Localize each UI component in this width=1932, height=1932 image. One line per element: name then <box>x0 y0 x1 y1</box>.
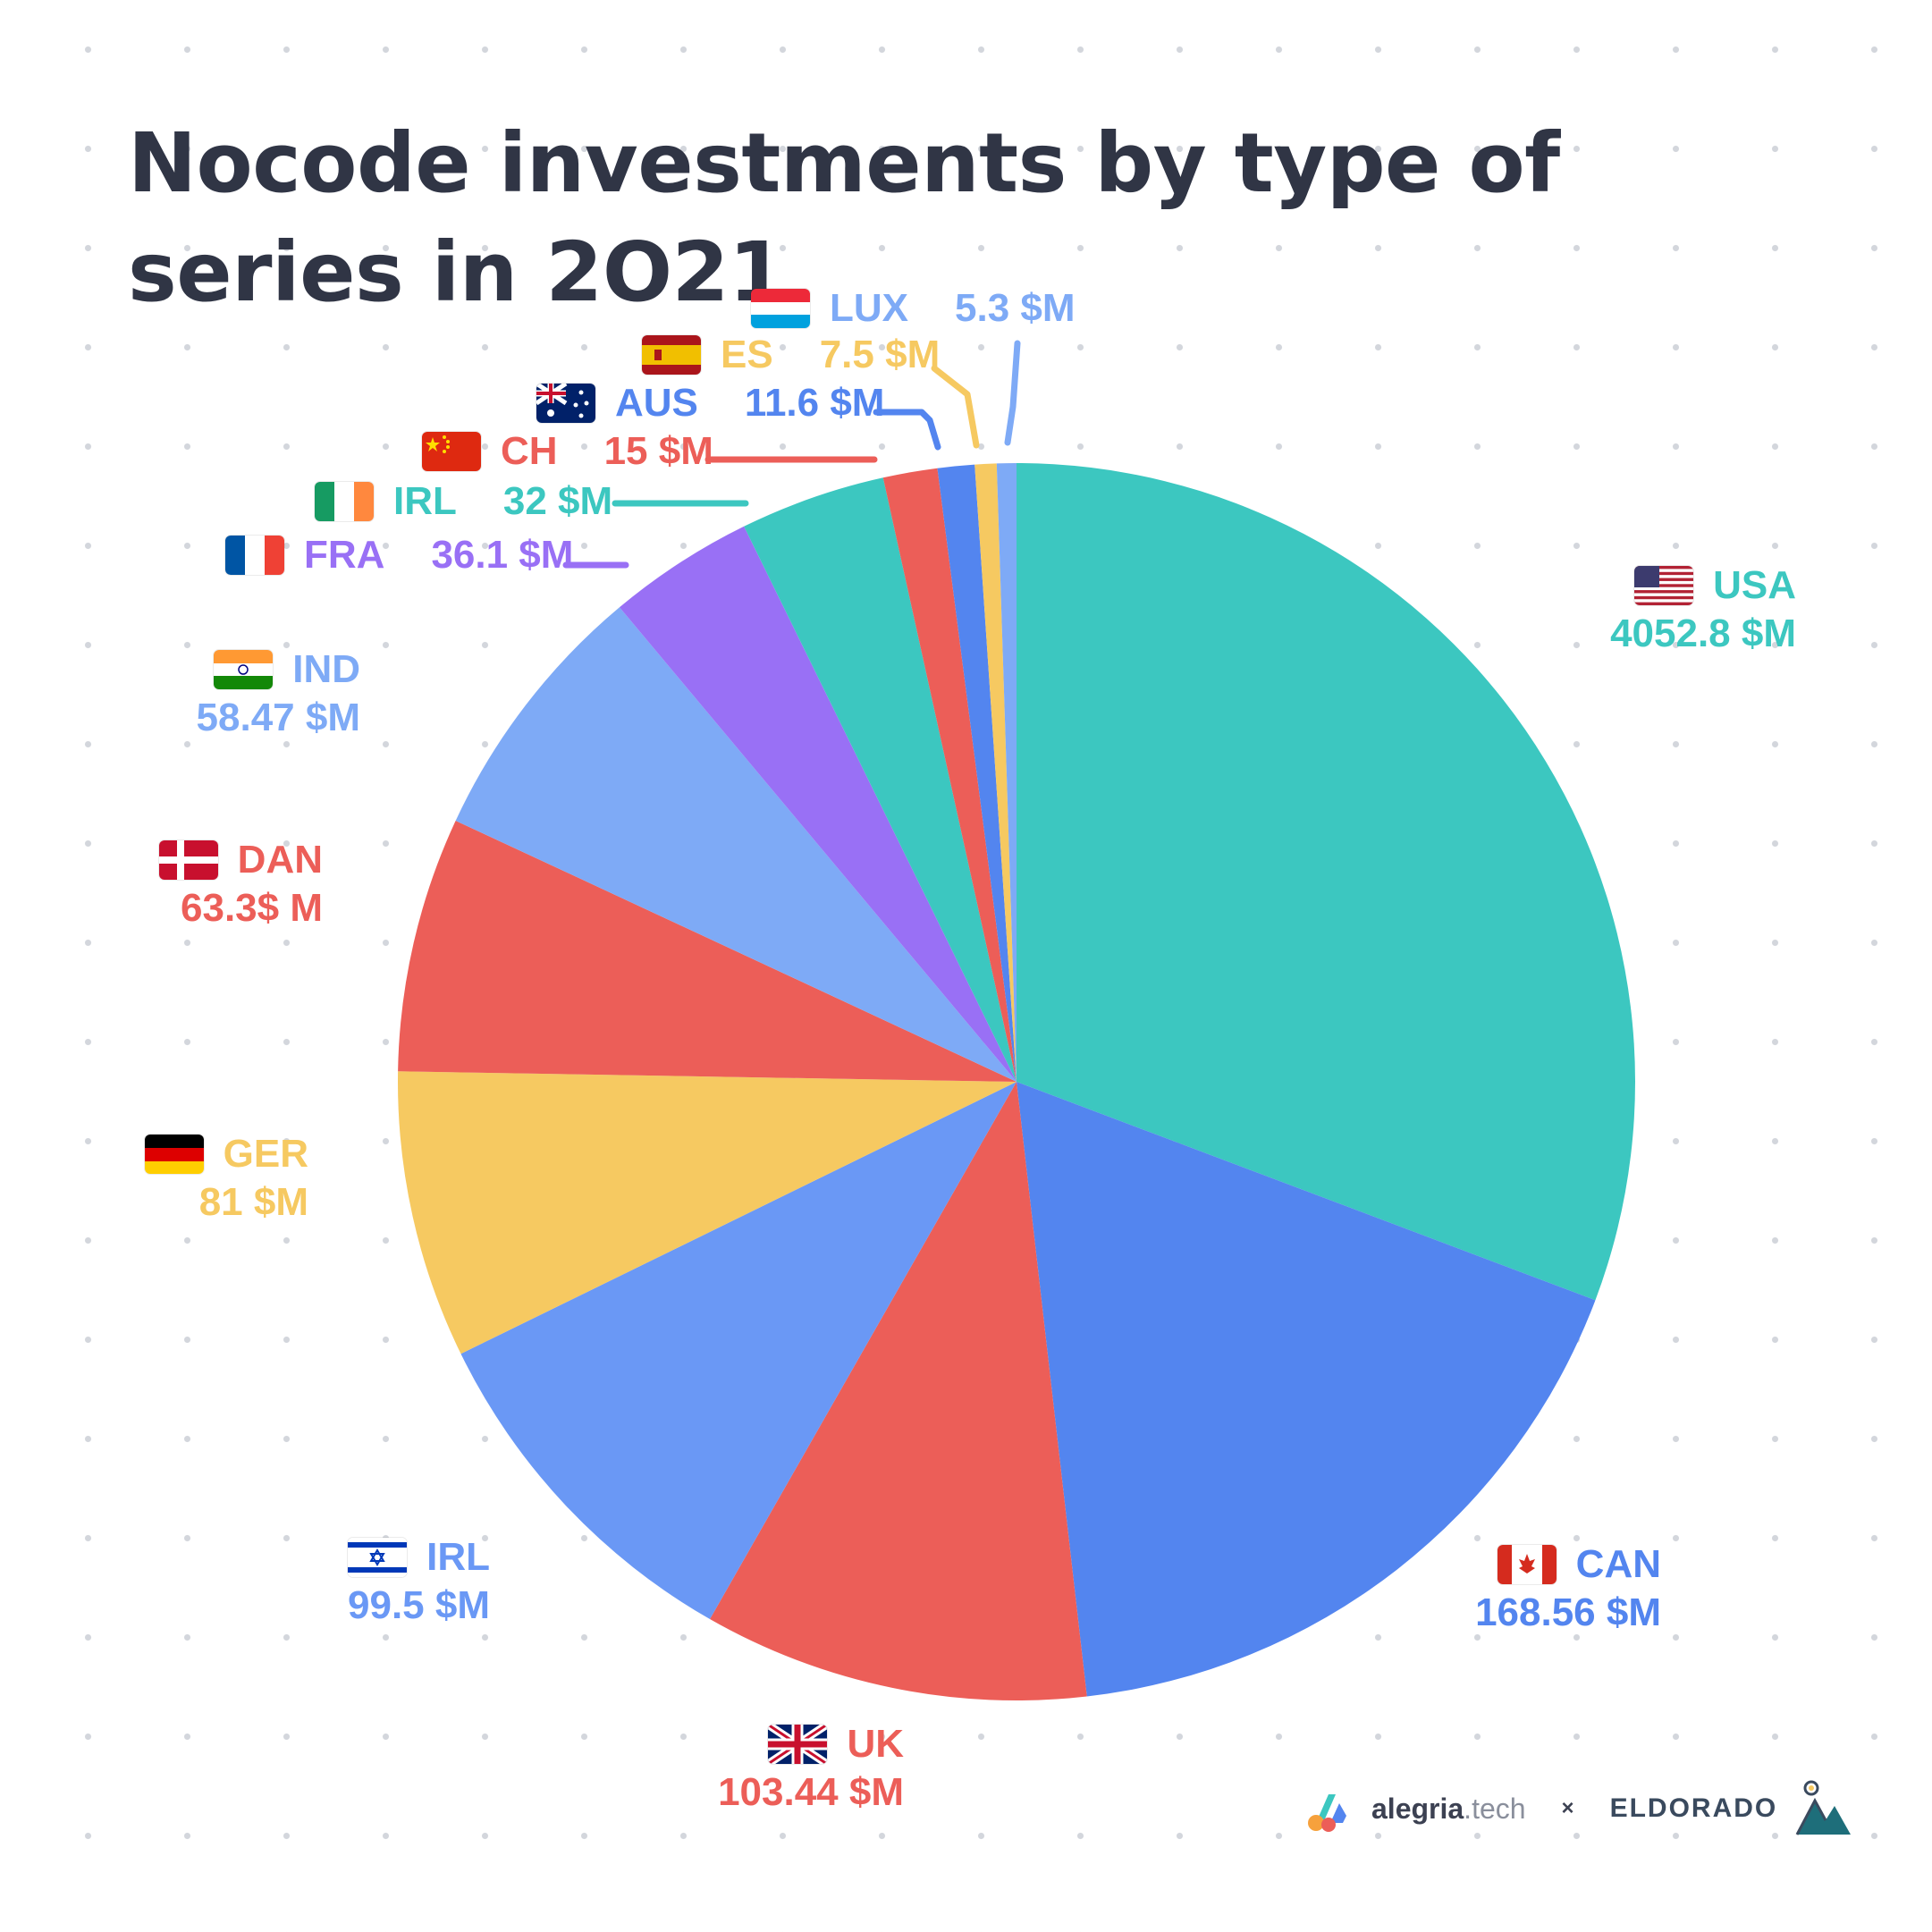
label-isr: IRL 99.5 $M <box>348 1533 490 1630</box>
label-value: 15 $M <box>603 429 713 473</box>
label-value: 81 $M <box>198 1180 308 1224</box>
label-dan: DAN 63.3$ M <box>158 836 323 932</box>
flag-gb-icon <box>768 1725 828 1764</box>
flag-in-icon <box>214 650 274 689</box>
label-value: 103.44 $M <box>718 1770 904 1814</box>
flag-dk-icon <box>158 840 218 880</box>
label-country: CH <box>501 429 558 473</box>
label-usa: USA 4052.8 $M <box>1610 561 1796 658</box>
label-country: UK <box>847 1722 904 1766</box>
pie-slice-lux-12 <box>996 463 1017 1082</box>
flag-cn-icon <box>422 432 481 471</box>
label-country: GER <box>223 1132 308 1176</box>
label-country: DAN <box>237 838 323 882</box>
credits-separator: × <box>1561 1796 1574 1820</box>
label-aus: AUS 11.6 $M <box>536 379 884 427</box>
label-value: 4052.8 $M <box>1610 612 1796 655</box>
label-country: IRL <box>426 1535 490 1579</box>
label-can: CAN 168.56 $M <box>1475 1540 1661 1637</box>
label-country: FRA <box>304 533 385 577</box>
alegria-wordmark: alegria.tech <box>1371 1793 1526 1826</box>
label-value: 36.1 $M <box>431 533 574 577</box>
pie-slice-uk-2 <box>710 1082 1087 1700</box>
label-fra: FRA 36.1 $M <box>225 531 573 579</box>
flag-de-icon <box>144 1135 204 1174</box>
label-value: 11.6 $M <box>744 381 885 425</box>
pie-slice-ger-4 <box>398 1071 1017 1354</box>
leader-lines <box>562 340 1021 569</box>
leader-line-es-11 <box>931 365 980 449</box>
alegria-logo-icon <box>1303 1784 1357 1834</box>
alegria-wordmark-bold: alegria <box>1371 1792 1464 1825</box>
label-ger: GER 81 $M <box>144 1130 308 1227</box>
pie-slice-can-1 <box>1017 1082 1596 1697</box>
label-value: 5.3 $M <box>955 286 1076 330</box>
leader-line-lux-12 <box>1004 340 1021 446</box>
label-uk: UK 103.44 $M <box>718 1720 904 1817</box>
pie-slice-fra-7 <box>619 526 1017 1082</box>
pie-slice-irl-8 <box>744 477 1017 1082</box>
label-value: 99.5 $M <box>348 1583 490 1627</box>
label-country: ES <box>721 333 773 376</box>
flag-lu-icon <box>751 289 810 328</box>
label-lux: LUX 5.3 $M <box>751 284 1076 333</box>
label-country: LUX <box>830 286 908 330</box>
pie-slice-ch-9 <box>882 468 1017 1082</box>
chart-title: Nocode investments by type of series in … <box>128 115 1560 320</box>
pie-slice-aus-10 <box>937 464 1017 1082</box>
pie-slice-dan-5 <box>398 820 1017 1082</box>
label-value: 168.56 $M <box>1475 1590 1661 1634</box>
pie-slice-irl-3 <box>460 1082 1017 1620</box>
label-country: IND <box>292 647 360 691</box>
flag-ca-icon <box>1497 1545 1557 1584</box>
pie-slices <box>398 463 1635 1700</box>
pie-slice-usa-0 <box>1017 463 1635 1301</box>
label-value: 63.3$ M <box>181 886 323 930</box>
label-irl: IRL 32 $M <box>315 477 612 526</box>
label-es: ES 7.5 $M <box>642 331 940 379</box>
label-country: AUS <box>615 381 698 425</box>
flag-au-icon <box>536 384 595 423</box>
flag-es-icon <box>642 335 701 375</box>
flag-fr-icon <box>225 536 284 575</box>
label-country: CAN <box>1575 1542 1661 1586</box>
label-value: 7.5 $M <box>819 333 941 376</box>
label-ch: CH 15 $M <box>422 427 713 476</box>
flag-us-icon <box>1634 566 1694 605</box>
eldorado-wordmark: ELDORADO <box>1609 1793 1778 1823</box>
label-value: 32 $M <box>502 479 613 523</box>
flag-ie-icon <box>315 482 374 521</box>
credits: alegria.tech × ELDORADO <box>1303 1777 1854 1840</box>
pie-slice-ind-6 <box>455 607 1017 1082</box>
eldorado-mountain-icon <box>1792 1779 1854 1838</box>
leader-line-aus-10 <box>873 409 941 451</box>
label-value: 58.47 $M <box>196 696 360 739</box>
alegria-wordmark-rest: .tech <box>1464 1792 1526 1825</box>
label-country: IRL <box>393 479 457 523</box>
pie-slice-es-11 <box>974 463 1017 1082</box>
flag-il-icon <box>348 1538 408 1577</box>
label-country: USA <box>1713 563 1796 607</box>
label-ind: IND 58.47 $M <box>197 645 360 742</box>
